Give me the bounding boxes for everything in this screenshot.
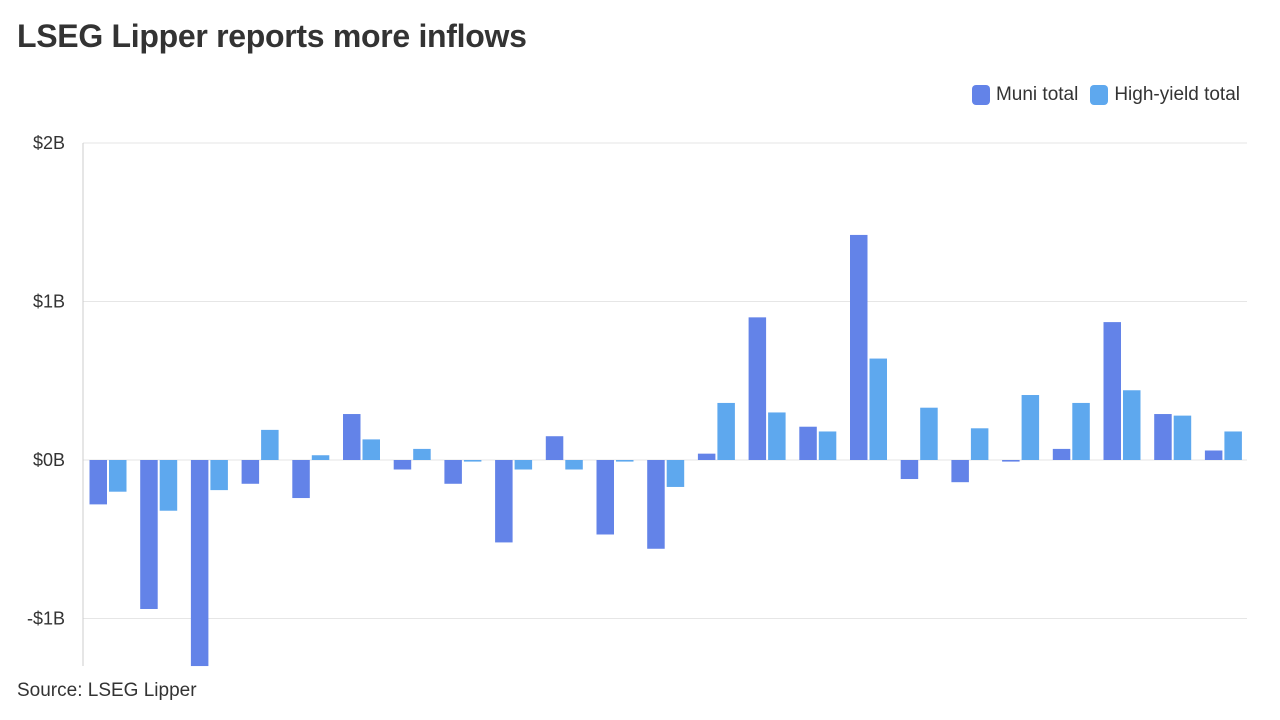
bar-high-yield <box>1173 415 1192 460</box>
bar-high-yield <box>920 407 938 460</box>
bar-high-yield <box>1072 402 1090 460</box>
bar-muni <box>1154 414 1172 460</box>
bar-muni <box>1052 448 1071 460</box>
bar-high-yield <box>717 402 735 460</box>
bar-muni <box>1103 322 1121 460</box>
bar-muni <box>596 460 614 535</box>
legend-swatch-high-yield <box>1090 85 1109 105</box>
bar-muni <box>190 460 209 667</box>
bar-high-yield <box>362 439 380 460</box>
bar-muni <box>647 460 665 549</box>
bar-high-yield <box>413 448 431 460</box>
bar-high-yield <box>616 460 634 462</box>
legend: Muni total High-yield total <box>960 84 1240 106</box>
bar-muni <box>89 460 107 505</box>
bar-high-yield <box>463 460 482 462</box>
bar-muni <box>748 317 767 460</box>
bar-high-yield <box>666 460 685 487</box>
bar-muni <box>444 460 462 484</box>
legend-item-muni[interactable]: Muni total <box>971 84 1079 106</box>
bar-high-yield <box>159 460 178 511</box>
y-tick-label: $1B <box>33 292 65 312</box>
bar-muni <box>343 414 361 460</box>
legend-swatch-muni <box>971 85 990 105</box>
bar-muni <box>495 460 513 543</box>
bar-muni <box>799 426 817 460</box>
chart-title: LSEG Lipper reports more inflows <box>17 18 527 54</box>
bar-high-yield <box>311 455 330 460</box>
bar-muni <box>697 453 716 460</box>
bar-high-yield <box>565 460 583 470</box>
legend-item-high-yield[interactable]: High-yield total <box>1090 84 1240 106</box>
bar-muni <box>1002 460 1020 462</box>
bar-high-yield <box>109 460 127 492</box>
bar-high-yield <box>818 431 837 460</box>
y-tick-label: -$1B <box>27 609 65 629</box>
bar-muni <box>393 460 412 470</box>
bar-high-yield <box>261 429 279 460</box>
bar-muni <box>900 460 919 480</box>
bar-high-yield <box>869 358 887 460</box>
legend-label-muni: Muni total <box>995 84 1079 105</box>
y-tick-label: $2B <box>33 133 65 153</box>
bar-high-yield <box>1123 390 1141 460</box>
legend-label-high-yield: High-yield total <box>1114 84 1240 105</box>
bar-high-yield <box>210 460 228 491</box>
bar-muni <box>951 460 969 483</box>
bar-high-yield <box>1021 395 1040 460</box>
bar-high-yield <box>768 412 786 460</box>
bar-high-yield <box>1224 431 1242 460</box>
bar-high-yield <box>970 428 989 460</box>
bar-muni <box>241 460 260 484</box>
bar-high-yield <box>514 460 533 470</box>
bar-muni <box>1204 450 1223 460</box>
bar-muni <box>292 460 310 499</box>
y-tick-label: $0B <box>33 450 65 470</box>
source-note: Source: LSEG Lipper <box>17 680 197 701</box>
bar-muni <box>850 234 868 460</box>
bar-muni <box>545 436 564 460</box>
bar-muni <box>140 460 158 609</box>
